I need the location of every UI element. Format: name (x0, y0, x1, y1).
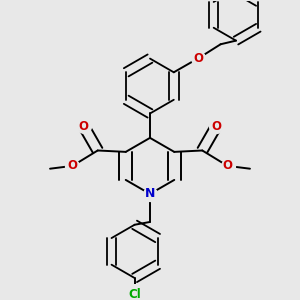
Text: N: N (145, 188, 155, 200)
Text: O: O (79, 120, 89, 133)
Text: O: O (193, 52, 203, 65)
Text: O: O (68, 159, 77, 172)
Text: O: O (223, 159, 232, 172)
Text: Cl: Cl (128, 288, 141, 300)
Text: O: O (211, 120, 221, 133)
